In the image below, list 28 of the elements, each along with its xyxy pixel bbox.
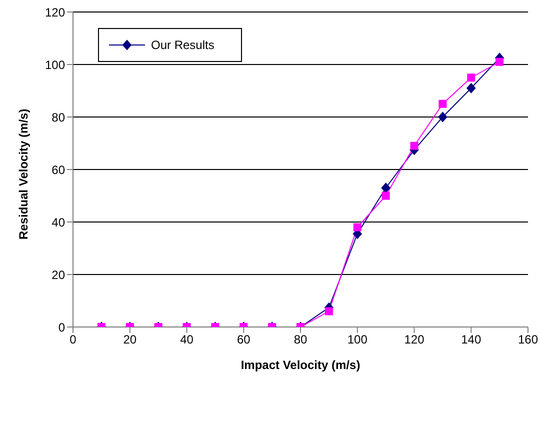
y-tick-label: 0 xyxy=(58,320,66,334)
y-tick-label: 80 xyxy=(52,110,66,124)
y-tick-label: 100 xyxy=(44,58,66,72)
point xyxy=(410,142,418,150)
x-tick-label: 80 xyxy=(294,332,308,347)
x-tick-label: 120 xyxy=(404,332,425,347)
point xyxy=(438,112,448,122)
y-axis-title: Residual Velocity (m/s) xyxy=(16,108,30,240)
legend-label: Our Results xyxy=(151,38,216,52)
y-tick-label: 120 xyxy=(44,5,66,20)
point xyxy=(382,192,390,200)
point xyxy=(466,83,476,94)
x-tick-label: 100 xyxy=(347,332,368,347)
x-tick-label: 140 xyxy=(461,332,482,347)
point xyxy=(381,182,390,193)
x-tick-label: 20 xyxy=(123,332,137,347)
x-axis-title: Impact Velocity (m/s) xyxy=(240,358,360,372)
point xyxy=(496,58,504,66)
x-tick-label: 160 xyxy=(518,332,538,347)
x-tick-label: 0 xyxy=(70,332,77,347)
point xyxy=(438,100,447,108)
x-tick-label: 60 xyxy=(236,332,251,347)
y-tick-label: 40 xyxy=(52,215,66,230)
point xyxy=(353,223,362,232)
y-tick-label: 60 xyxy=(52,162,66,177)
y-tick-label: 20 xyxy=(52,268,66,282)
x-tick-label: 40 xyxy=(180,332,194,347)
point xyxy=(467,74,476,82)
